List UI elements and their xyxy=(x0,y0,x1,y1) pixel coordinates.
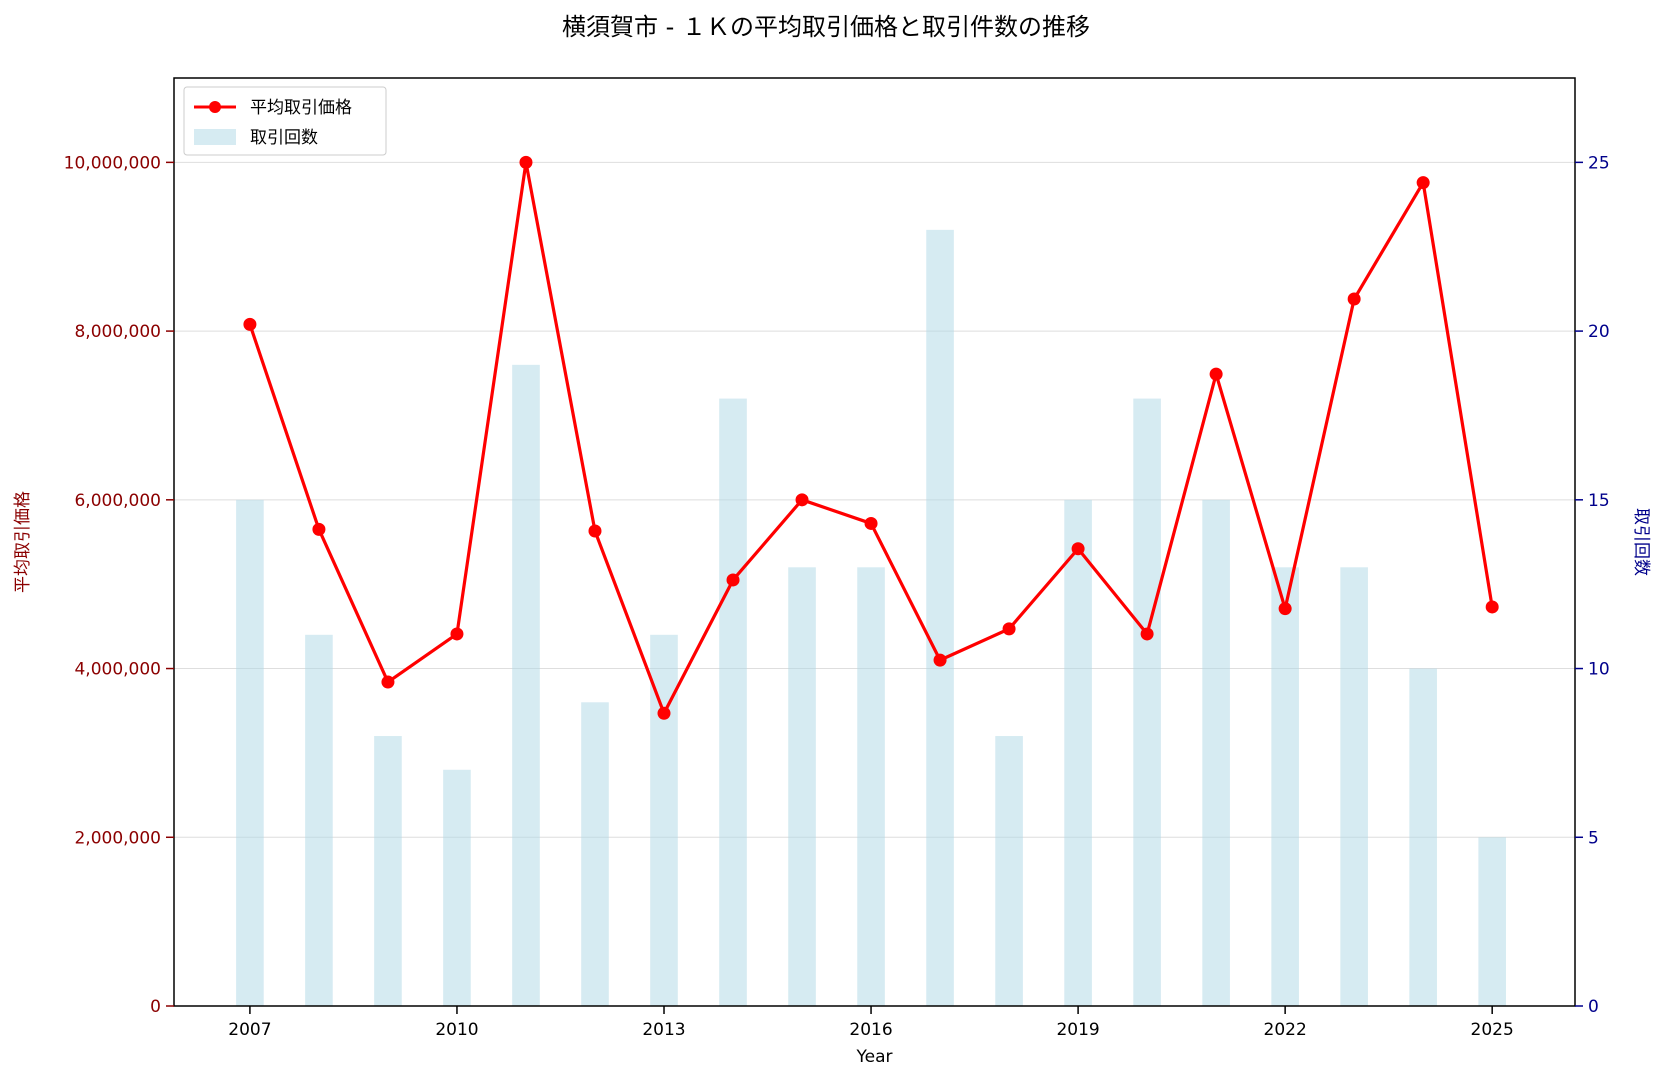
right-tick-label-0: 0 xyxy=(1588,997,1599,1017)
price-point-2019 xyxy=(1071,542,1085,556)
x-tick-label-4: 2019 xyxy=(1056,1020,1099,1040)
bar-2021 xyxy=(1202,499,1230,1006)
bar-series-count xyxy=(236,229,1506,1007)
left-tick-label-2: 4,000,000 xyxy=(74,660,161,680)
right-tick-label-2: 10 xyxy=(1588,660,1610,680)
price-point-2025 xyxy=(1485,600,1499,614)
x-tick-label-1: 2010 xyxy=(435,1020,478,1040)
price-point-2021 xyxy=(1209,367,1223,381)
right-tick-label-1: 5 xyxy=(1588,828,1599,848)
left-tick-label-0: 0 xyxy=(150,997,161,1017)
legend-label-count: 取引回数 xyxy=(250,128,318,148)
bar-2023 xyxy=(1340,567,1368,1006)
bar-2010 xyxy=(443,769,471,1006)
bar-2007 xyxy=(236,499,264,1006)
left-y-axis: 0 2,000,000 4,000,000 6,000,000 8,000,000 10,… xyxy=(64,153,174,1017)
price-point-2013 xyxy=(657,706,671,720)
right-y-axis: 0 5 10 15 20 25 xyxy=(1575,153,1610,1017)
price-point-2015 xyxy=(795,493,809,507)
bar-2020 xyxy=(1133,398,1161,1007)
price-point-2020 xyxy=(1140,627,1154,641)
price-point-2009 xyxy=(381,675,395,689)
legend-bar-swatch xyxy=(194,129,236,145)
bar-2009 xyxy=(374,736,402,1006)
price-point-2010 xyxy=(450,627,464,641)
bar-2018 xyxy=(995,736,1023,1006)
plot-frame xyxy=(173,77,1576,1007)
bar-2008 xyxy=(305,634,333,1006)
x-tick-label-6: 2025 xyxy=(1471,1020,1514,1040)
price-point-2018 xyxy=(1002,622,1016,636)
price-point-2022 xyxy=(1278,602,1292,616)
legend: 平均取引価格 取引回数 xyxy=(183,86,387,156)
line-series-price xyxy=(243,155,1499,720)
bar-2015 xyxy=(788,567,816,1006)
chart-title: 横須賀市 - １Ｋの平均取引価格と取引件数の推移 xyxy=(562,13,1090,41)
x-axis: 2007 2010 2013 2016 2019 2022 2025 xyxy=(228,1006,1514,1040)
price-point-2007 xyxy=(243,317,257,331)
legend-marker-swatch xyxy=(209,101,221,113)
x-axis-label: Year xyxy=(856,1047,893,1067)
x-tick-label-3: 2016 xyxy=(849,1020,892,1040)
right-tick-label-5: 25 xyxy=(1588,153,1610,173)
left-tick-label-1: 2,000,000 xyxy=(74,828,161,848)
left-tick-label-5: 10,000,000 xyxy=(64,153,161,173)
left-tick-label-4: 8,000,000 xyxy=(74,322,161,342)
right-tick-label-3: 15 xyxy=(1588,491,1610,511)
price-point-2008 xyxy=(312,522,326,536)
price-point-2024 xyxy=(1416,176,1430,190)
price-point-2017 xyxy=(933,653,947,667)
price-point-2014 xyxy=(726,573,740,587)
right-tick-label-4: 20 xyxy=(1588,322,1610,342)
x-tick-label-0: 2007 xyxy=(228,1020,271,1040)
x-tick-label-5: 2022 xyxy=(1264,1020,1307,1040)
bar-2014 xyxy=(719,398,747,1007)
x-tick-label-2: 2013 xyxy=(642,1020,685,1040)
bar-2011 xyxy=(512,364,540,1006)
bar-2024 xyxy=(1409,668,1437,1006)
right-y-axis-label: 取引回数 xyxy=(1631,508,1651,576)
price-point-2011 xyxy=(519,155,533,169)
price-point-2023 xyxy=(1347,292,1361,306)
bar-2017 xyxy=(926,229,954,1006)
bar-2016 xyxy=(857,567,885,1006)
bar-2012 xyxy=(581,702,609,1006)
bar-2025 xyxy=(1478,837,1506,1006)
legend-label-price: 平均取引価格 xyxy=(250,98,352,118)
left-y-axis-label: 平均取引価格 xyxy=(13,491,33,593)
left-tick-label-3: 6,000,000 xyxy=(74,491,161,511)
price-point-2012 xyxy=(588,524,602,538)
price-point-2016 xyxy=(864,516,878,530)
bar-2019 xyxy=(1064,499,1092,1006)
bar-2022 xyxy=(1271,567,1299,1006)
